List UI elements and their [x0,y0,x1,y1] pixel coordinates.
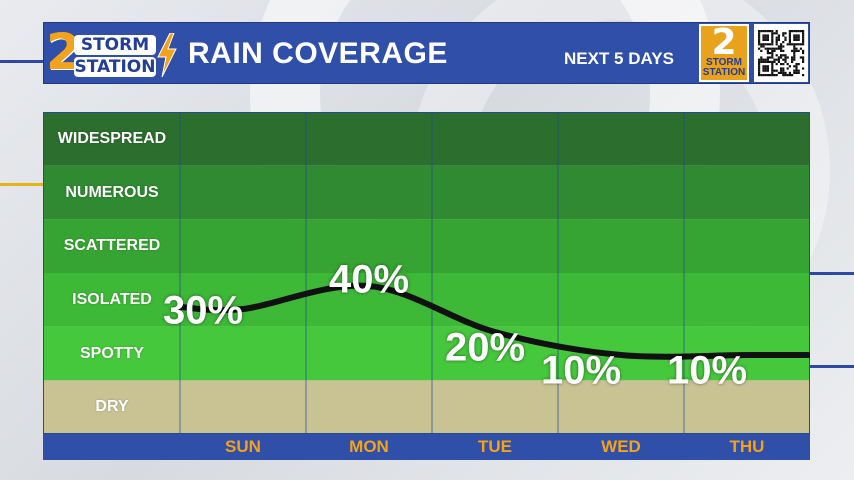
chart-title: RAIN COVERAGE [188,37,448,70]
coverage-label-spotty: SPOTTY [79,344,144,362]
day-label-mon: MON [349,437,389,456]
chart-svg [43,112,810,434]
coverage-label-isolated: ISOLATED [72,290,152,308]
decor-line-left-blue [0,60,45,63]
value-label-wed: 10% [540,348,622,393]
lightning-bolt-icon [157,33,177,77]
day-label-thu: THU [729,437,765,456]
logo-text-station: STATION [74,57,156,77]
coverage-band-widespread [43,112,810,166]
logo-text-storm: STORM [74,35,156,55]
decor-line-right-blue [810,365,854,368]
x-axis-bar [43,434,810,460]
station-logo-storm: STORM [706,57,742,68]
value-label-tue: 20% [444,325,526,370]
coverage-label-scattered: SCATTERED [63,237,161,255]
decor-line-right-blue [810,272,854,275]
coverage-band-numerous [43,165,810,220]
value-label-sun: 30% [162,288,244,333]
header-bar: 2 STORM STATION RAIN COVERAGE NEXT 5 DAY… [43,22,810,84]
coverage-band-dry [43,380,810,434]
chart-border [43,112,810,434]
value-label-thu: 10% [666,348,748,393]
value-label-mon: 40% [328,257,410,302]
rain-coverage-line [177,282,810,360]
chart-subtitle: NEXT 5 DAYS [564,49,674,68]
station-logo: 2 STORM STATION [699,22,749,82]
day-label-tue: TUE [478,437,512,456]
coverage-label-dry: DRY [95,398,129,416]
station-logo-numeral: 2 [711,22,737,63]
day-label-sun: SUN [225,437,261,456]
coverage-band-isolated [43,273,810,327]
station-logo-station: STATION [702,67,746,78]
day-label-wed: WED [601,437,641,456]
coverage-label-widespread: WIDESPREAD [57,129,167,147]
coverage-band-scattered [43,219,810,273]
coverage-label-numerous: NUMEROUS [65,183,159,201]
chart-plot-area [43,112,810,434]
storm-station-logo: 2 STORM STATION [46,23,178,81]
qr-code-icon [754,24,808,82]
